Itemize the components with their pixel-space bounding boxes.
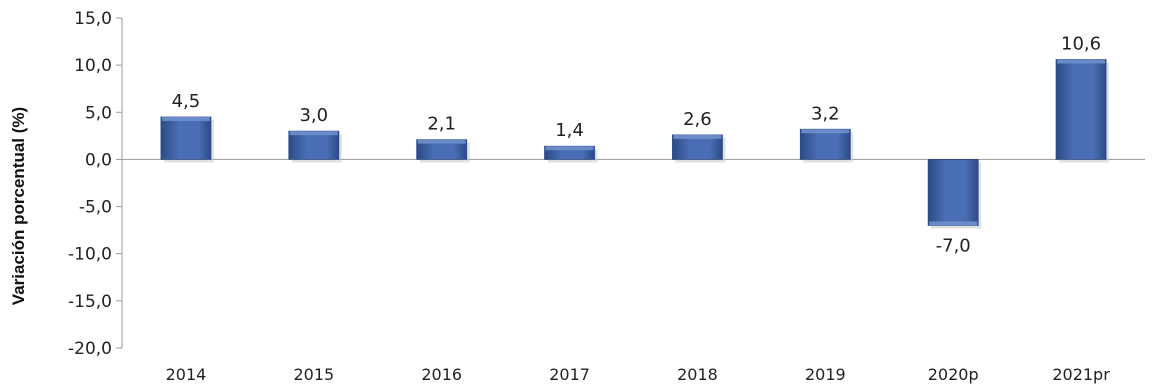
bar-bevel	[417, 139, 466, 144]
data-label: 10,6	[1061, 33, 1101, 54]
data-label: -7,0	[936, 235, 971, 256]
bar-group	[544, 145, 598, 163]
data-label: 2,6	[683, 109, 712, 130]
y-tick-label: 15,0	[74, 9, 112, 29]
bar	[288, 130, 340, 160]
bar	[799, 128, 851, 160]
x-tick-label: 2016	[421, 365, 462, 384]
bar	[1055, 59, 1107, 160]
bar-group	[416, 139, 470, 163]
bar-bevel	[161, 117, 210, 121]
bar	[160, 116, 212, 160]
data-label: 2,1	[427, 114, 456, 135]
bar-bevel	[1057, 59, 1106, 64]
bar	[927, 159, 979, 226]
x-tick-label: 2015	[293, 365, 334, 384]
x-tick-label: 2017	[549, 365, 590, 384]
bar-group	[672, 134, 726, 163]
bar-bevel	[673, 134, 722, 139]
y-tick-label: 0,0	[85, 150, 112, 170]
y-tick-label: -5,0	[79, 198, 112, 218]
x-tick-label: 2019	[805, 365, 846, 384]
bar-bevel	[289, 131, 338, 136]
x-tick-label: 2014	[166, 365, 207, 384]
data-label: 4,5	[172, 91, 201, 112]
y-tick-label: 10,0	[74, 56, 112, 76]
x-tick-label: 2021pr	[1052, 365, 1110, 384]
y-axis-title: Variación porcentual (%)	[9, 107, 28, 305]
data-label: 3,0	[299, 105, 328, 126]
bar-group	[799, 128, 854, 163]
y-tick-label: -20,0	[68, 339, 112, 359]
bar-bevel	[929, 221, 978, 226]
y-tick-label: -10,0	[68, 245, 112, 265]
y-tick-label: -15,0	[68, 292, 112, 312]
bar-bevel	[801, 129, 850, 134]
data-label: 1,4	[555, 120, 584, 141]
bar-group	[288, 130, 342, 163]
bar-bevel	[545, 146, 594, 151]
bar-group	[927, 159, 982, 229]
x-tick-label: 2018	[677, 365, 718, 384]
bar	[672, 134, 723, 160]
x-tick-label: 2020p	[928, 365, 979, 384]
bar-group	[160, 116, 214, 163]
y-tick-label: 5,0	[85, 103, 112, 123]
data-label: 3,2	[811, 103, 840, 124]
bar-group	[1055, 59, 1110, 163]
